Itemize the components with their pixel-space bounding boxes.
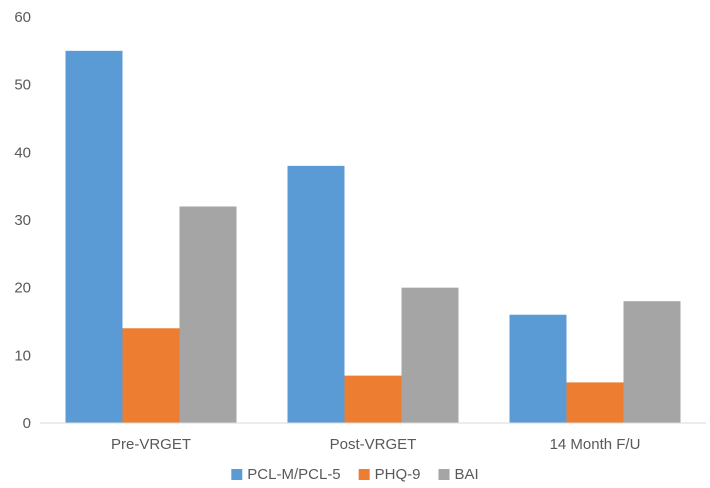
legend-item: BAI: [438, 466, 479, 483]
y-axis-tick-labels: 0 10 20 30 40 50 60: [14, 9, 31, 432]
legend-item: PHQ-9: [358, 466, 421, 483]
legend-label: PHQ-9: [375, 466, 421, 483]
bar-bai-pre-vrget: [179, 206, 237, 423]
bar-pcl-m-pcl-5-post-vrget: [287, 165, 345, 423]
y-tick-label: 60: [14, 9, 31, 26]
legend: PCL-M/PCL-5 PHQ-9 BAI: [231, 466, 479, 483]
y-tick-label: 30: [14, 212, 31, 229]
bar-phq-9-post-vrget: [344, 375, 402, 423]
legend-swatch: [231, 469, 243, 480]
x-tick-label: Pre-VRGET: [111, 436, 191, 453]
x-tick-label: Post-VRGET: [330, 436, 417, 453]
legend-swatch: [358, 469, 370, 480]
x-axis-tick-labels: Pre-VRGET Post-VRGET 14 Month F/U: [111, 436, 640, 453]
y-tick-label: 10: [14, 347, 31, 364]
y-tick-label: 0: [23, 415, 31, 432]
y-tick-label: 20: [14, 280, 31, 297]
bar-pcl-m-pcl-5-14-month-f-u: [509, 314, 567, 423]
legend-label: BAI: [455, 466, 479, 483]
legend-item: PCL-M/PCL-5: [231, 466, 341, 483]
bar-bai-14-month-f-u: [623, 301, 681, 423]
x-tick-label: 14 Month F/U: [550, 436, 641, 453]
legend-swatch: [438, 469, 450, 480]
bar-pcl-m-pcl-5-pre-vrget: [65, 50, 123, 423]
bar-phq-9-pre-vrget: [122, 328, 180, 423]
bar-phq-9-14-month-f-u: [566, 382, 624, 423]
bar-marks: [65, 50, 681, 423]
bar-bai-post-vrget: [401, 287, 459, 423]
y-tick-label: 50: [14, 77, 31, 94]
y-tick-label: 40: [14, 144, 31, 161]
legend-label: PCL-M/PCL-5: [247, 466, 340, 483]
